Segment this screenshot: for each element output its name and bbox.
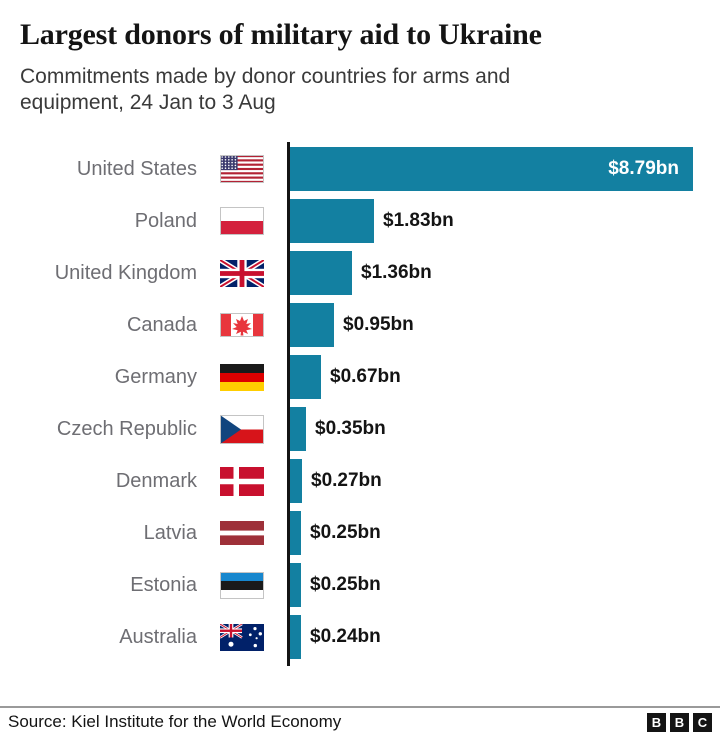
country-flag bbox=[197, 207, 287, 235]
country-label: Estonia bbox=[130, 573, 197, 596]
chart-subtitle: Commitments made by donor countries for … bbox=[20, 65, 511, 114]
bar-area: $0.35bn bbox=[287, 407, 720, 451]
chart-row: United Kingdom $1.36bn bbox=[0, 251, 720, 295]
bar-area: $0.27bn bbox=[287, 459, 720, 503]
country-label: Czech Republic bbox=[56, 417, 197, 440]
country-label: United States bbox=[76, 157, 197, 180]
chart-row: Denmark $0.27bn bbox=[0, 459, 720, 503]
value-label: $0.35bn bbox=[315, 418, 386, 439]
country-label: Poland bbox=[134, 209, 197, 232]
bbc-logo: B B C bbox=[647, 712, 712, 732]
bar-area: $1.36bn bbox=[287, 251, 720, 295]
poland-flag-icon bbox=[220, 207, 264, 235]
bar bbox=[290, 459, 302, 503]
value-label: $0.25bn bbox=[310, 522, 381, 543]
chart-rows: United States $8.79bn Poland $1.83bn Uni… bbox=[0, 147, 720, 659]
chart-row: Czech Republic $0.35bn bbox=[0, 407, 720, 451]
country-label: Canada bbox=[126, 313, 197, 336]
country-flag bbox=[197, 623, 287, 651]
chart-row: United States $8.79bn bbox=[0, 147, 720, 191]
bar bbox=[290, 251, 352, 295]
value-label: $0.27bn bbox=[311, 470, 382, 491]
country-flag bbox=[197, 571, 287, 599]
chart-row: Latvia $0.25bn bbox=[0, 511, 720, 555]
bar bbox=[290, 355, 321, 399]
country-flag bbox=[197, 466, 287, 496]
country-flag bbox=[197, 414, 287, 444]
bar-area: $8.79bn bbox=[287, 147, 720, 191]
canada-flag-icon bbox=[220, 313, 264, 337]
country-flag bbox=[197, 313, 287, 337]
denmark-flag-icon bbox=[220, 466, 264, 496]
czech-flag-icon bbox=[220, 414, 264, 444]
us-flag-icon bbox=[220, 155, 264, 183]
bar bbox=[290, 563, 301, 607]
latvia-flag-icon bbox=[220, 521, 264, 545]
bar-area: $0.25bn bbox=[287, 511, 720, 555]
country-label: Australia bbox=[119, 625, 197, 648]
uk-flag-icon bbox=[220, 259, 264, 287]
value-label: $0.67bn bbox=[330, 366, 401, 387]
chart-row: Poland $1.83bn bbox=[0, 199, 720, 243]
country-flag bbox=[197, 363, 287, 391]
estonia-flag-icon bbox=[220, 571, 264, 599]
bbc-logo-block-b1: B bbox=[647, 712, 666, 732]
country-label: Denmark bbox=[115, 469, 197, 492]
bar-area: $0.24bn bbox=[287, 615, 720, 659]
value-label: $0.95bn bbox=[343, 314, 414, 335]
bar-area: $1.83bn bbox=[287, 199, 720, 243]
bar-chart: United States $8.79bn Poland $1.83bn Uni… bbox=[0, 142, 720, 666]
bbc-logo-block-b2: B bbox=[670, 712, 689, 732]
country-flag bbox=[197, 521, 287, 545]
chart-card: Largest donors of military aid to Ukrain… bbox=[0, 16, 720, 736]
bar bbox=[290, 303, 334, 347]
value-label: $0.24bn bbox=[310, 626, 381, 647]
y-axis-line bbox=[287, 142, 290, 666]
country-label: Latvia bbox=[143, 521, 197, 544]
bar-area: $0.25bn bbox=[287, 563, 720, 607]
chart-row: Canada $0.95bn bbox=[0, 303, 720, 347]
bar bbox=[290, 199, 374, 243]
bar bbox=[290, 511, 301, 555]
value-label: $1.36bn bbox=[361, 262, 432, 283]
bar-area: $0.67bn bbox=[287, 355, 720, 399]
value-label: $0.25bn bbox=[310, 574, 381, 595]
bar bbox=[290, 615, 301, 659]
chart-row: Australia $0.24bn bbox=[0, 615, 720, 659]
country-flag bbox=[197, 259, 287, 287]
source-text: Source: Kiel Institute for the World Eco… bbox=[8, 712, 342, 731]
chart-title: Largest donors of military aid to Ukrain… bbox=[20, 18, 542, 51]
country-label: Germany bbox=[114, 365, 197, 388]
country-label: United Kingdom bbox=[54, 261, 197, 284]
germany-flag-icon bbox=[220, 363, 264, 391]
chart-row: Estonia $0.25bn bbox=[0, 563, 720, 607]
bar: $8.79bn bbox=[290, 147, 693, 191]
value-label: $1.83bn bbox=[383, 210, 454, 231]
chart-row: Germany $0.67bn bbox=[0, 355, 720, 399]
footer: Source: Kiel Institute for the World Eco… bbox=[0, 706, 720, 736]
value-label: $8.79bn bbox=[608, 158, 679, 179]
bar bbox=[290, 407, 306, 451]
bbc-logo-block-c: C bbox=[693, 712, 712, 732]
country-flag bbox=[197, 155, 287, 183]
bar-area: $0.95bn bbox=[287, 303, 720, 347]
australia-flag-icon bbox=[220, 623, 264, 651]
